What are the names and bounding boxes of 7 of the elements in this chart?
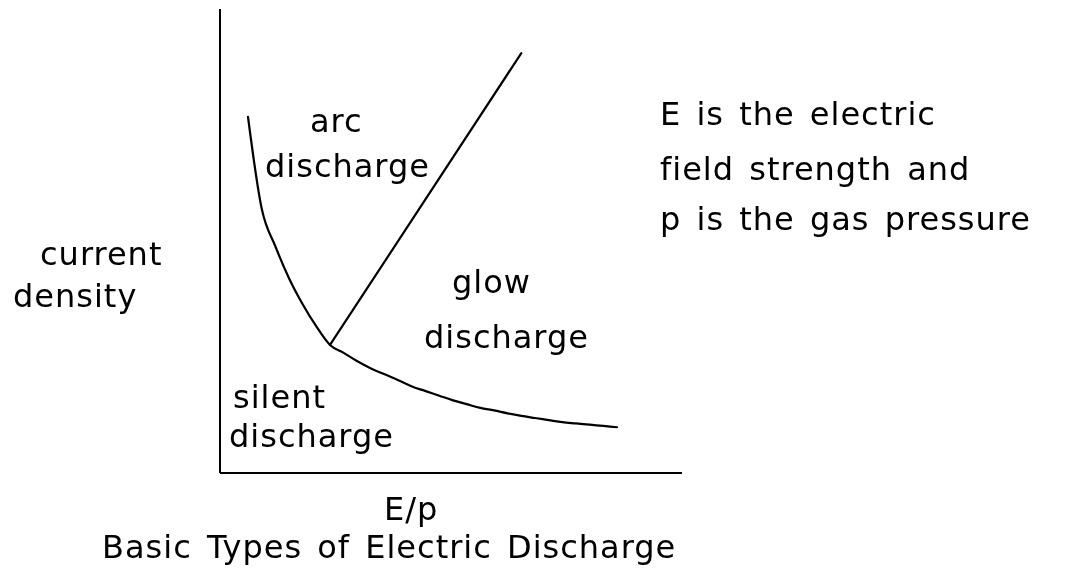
y-axis-title: current density <box>13 235 163 315</box>
x-axis-title: E/p <box>384 490 439 528</box>
annotation: silent discharge <box>229 378 394 455</box>
text: Basic Types of Electric Discharge <box>102 528 677 566</box>
annotation: glow discharge <box>424 263 589 356</box>
annotation: arc discharge <box>265 102 430 185</box>
text: E is the electric field strength and p is the gas pressure <box>660 95 1031 238</box>
